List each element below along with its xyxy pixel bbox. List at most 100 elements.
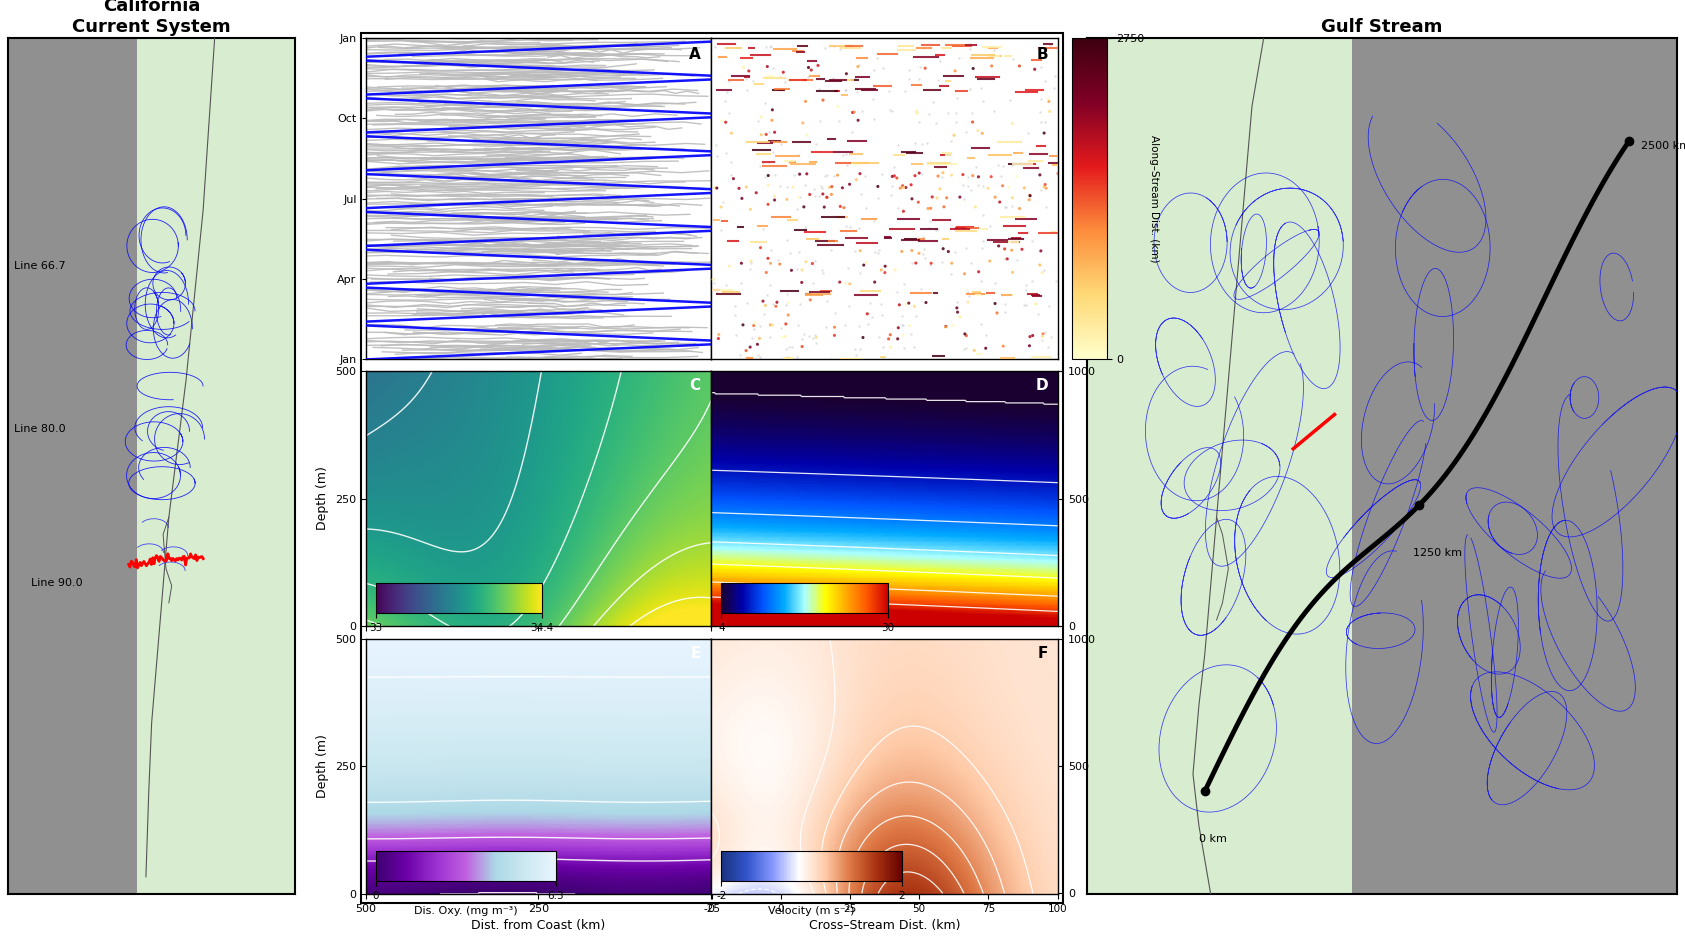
Point — [708, 222, 735, 237]
Point — [784, 261, 810, 276]
Point — [814, 190, 841, 205]
Point — [923, 222, 950, 237]
Point — [1028, 243, 1055, 258]
Point — [758, 242, 785, 257]
Point — [841, 243, 868, 258]
Point — [753, 39, 780, 54]
Point — [935, 106, 962, 121]
Point — [728, 191, 755, 206]
Point — [778, 339, 805, 354]
Point — [952, 124, 979, 139]
Point — [920, 94, 947, 109]
Point — [861, 213, 888, 228]
Point — [907, 114, 933, 129]
Point — [802, 253, 829, 268]
Point — [989, 158, 1016, 173]
Point — [880, 169, 907, 184]
Point — [792, 219, 819, 234]
Point — [746, 159, 773, 174]
Point — [977, 169, 1004, 184]
Point — [966, 169, 992, 184]
Point — [824, 167, 851, 183]
Point — [832, 318, 859, 333]
Point — [908, 136, 935, 151]
Point — [748, 110, 775, 125]
Point — [789, 262, 816, 277]
Point — [839, 105, 866, 120]
Point — [967, 80, 994, 96]
Point — [841, 105, 868, 120]
Point — [1013, 283, 1040, 298]
Point — [972, 327, 999, 342]
Point — [950, 342, 977, 357]
Point — [950, 191, 977, 206]
Point — [942, 114, 969, 130]
Point — [864, 190, 891, 205]
Point — [821, 306, 848, 321]
Point — [760, 145, 787, 160]
Point — [773, 180, 800, 195]
Point — [890, 318, 917, 333]
Point — [878, 340, 905, 355]
Title: California
Current System: California Current System — [72, 0, 231, 36]
Point — [713, 114, 740, 130]
Point — [810, 41, 837, 56]
Point — [859, 91, 886, 106]
Point — [854, 307, 881, 322]
Point — [939, 255, 966, 271]
Point — [893, 180, 920, 195]
Point — [768, 329, 795, 344]
Point — [792, 94, 819, 109]
Point — [891, 340, 918, 355]
Point — [939, 318, 966, 333]
Point — [780, 180, 807, 195]
Point — [758, 297, 785, 312]
Point — [868, 166, 895, 182]
Point — [768, 321, 795, 336]
Point — [986, 195, 1013, 210]
Point — [854, 317, 881, 332]
Point — [802, 336, 829, 351]
Point — [935, 244, 962, 259]
Point — [842, 70, 869, 85]
Point — [885, 331, 912, 346]
Point — [1031, 126, 1058, 141]
Point — [757, 40, 784, 55]
Point — [1013, 297, 1040, 312]
Point — [923, 160, 950, 175]
Point — [991, 252, 1018, 267]
Point — [846, 265, 873, 280]
Point — [745, 347, 772, 362]
Point — [812, 190, 839, 205]
Text: E: E — [691, 646, 701, 661]
Point — [701, 275, 728, 290]
Point — [821, 320, 848, 335]
Point — [876, 83, 903, 98]
Point — [957, 37, 984, 52]
Point — [817, 352, 844, 367]
Point — [790, 178, 817, 193]
Point — [853, 201, 880, 216]
Point — [775, 340, 802, 355]
Point — [930, 200, 957, 215]
Point — [846, 166, 873, 182]
Point — [949, 167, 976, 183]
Point — [743, 185, 770, 201]
Point — [772, 329, 799, 344]
Point — [998, 199, 1024, 214]
Point — [900, 340, 927, 355]
Point — [730, 60, 757, 75]
Point — [888, 318, 915, 333]
Point — [960, 342, 987, 358]
Point — [792, 254, 819, 270]
Point — [755, 178, 782, 193]
Point — [713, 277, 740, 292]
Point — [999, 51, 1026, 66]
Point — [923, 115, 950, 131]
Point — [1016, 188, 1043, 203]
Point — [795, 70, 822, 85]
Point — [797, 187, 824, 202]
Point — [1033, 181, 1060, 196]
Point — [726, 181, 753, 196]
Point — [814, 167, 841, 183]
